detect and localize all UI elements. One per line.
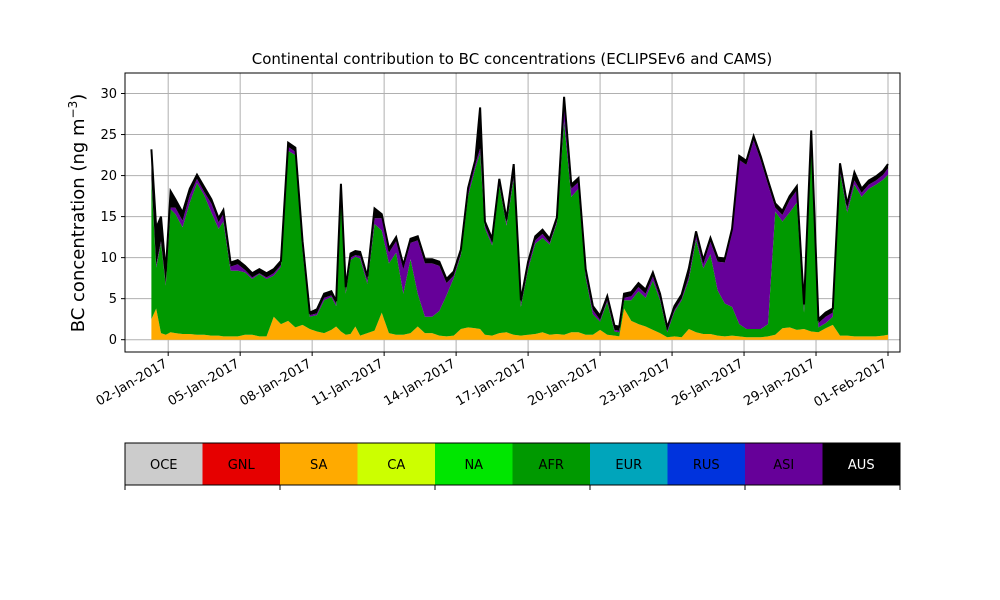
colorbar-label: EUR	[615, 458, 642, 473]
chart-title: Continental contribution to BC concentra…	[252, 50, 773, 68]
colorbar-label: RUS	[693, 458, 720, 473]
stacked-area-series	[150, 96, 889, 340]
colorbar-swatch-sa	[280, 443, 358, 485]
area-series-afr	[151, 121, 889, 338]
colorbar-swatch-eur	[590, 443, 668, 485]
total-concentration-line	[150, 96, 889, 332]
colorbar-label: GNL	[228, 458, 256, 473]
colorbar-legend: OCE GNL SA CA NA AFR EUR RUS ASI AUS	[124, 442, 901, 490]
area-series-asi	[151, 100, 889, 333]
y-tick-label: 20	[100, 169, 117, 184]
colorbar-label: SA	[310, 458, 327, 473]
colorbar-label: AFR	[539, 458, 564, 473]
y-tick-label: 5	[109, 292, 117, 307]
colorbar-label: AUS	[848, 458, 875, 473]
area-series-sa	[151, 308, 889, 340]
colorbar-swatch-gnl	[202, 443, 280, 485]
colorbar-swatch-afr	[512, 443, 590, 485]
y-axis-label-close: )	[68, 94, 89, 101]
plot-frame	[124, 72, 901, 353]
colorbar-swatch-rus	[667, 443, 745, 485]
y-tick-label: 0	[109, 333, 117, 348]
colorbar-label: CA	[387, 458, 405, 473]
colorbar-frame	[124, 442, 901, 486]
colorbar-label: NA	[464, 458, 483, 473]
colorbar-label: ASI	[773, 458, 794, 473]
colorbar-swatch-na	[435, 443, 513, 485]
axes	[121, 72, 901, 356]
y-axis-label-text: BC concentration (ng m	[68, 118, 89, 332]
colorbar-swatch-oce	[125, 443, 203, 485]
y-tick-label: 30	[100, 87, 117, 102]
colorbar-swatch-ca	[357, 443, 435, 485]
y-tick-label: 15	[100, 210, 117, 225]
y-axis-label: BC concentration (ng m−3)	[66, 94, 89, 333]
y-tick-labels: 0 5 10 15 20 25 30	[100, 87, 117, 348]
y-tick-label: 10	[100, 251, 117, 266]
colorbar-swatch-asi	[745, 443, 823, 485]
y-axis-label-unit-exponent: −3	[66, 101, 80, 119]
colorbar-label: OCE	[150, 458, 178, 473]
y-tick-label: 25	[100, 128, 117, 143]
colorbar-swatch-aus	[822, 443, 900, 485]
